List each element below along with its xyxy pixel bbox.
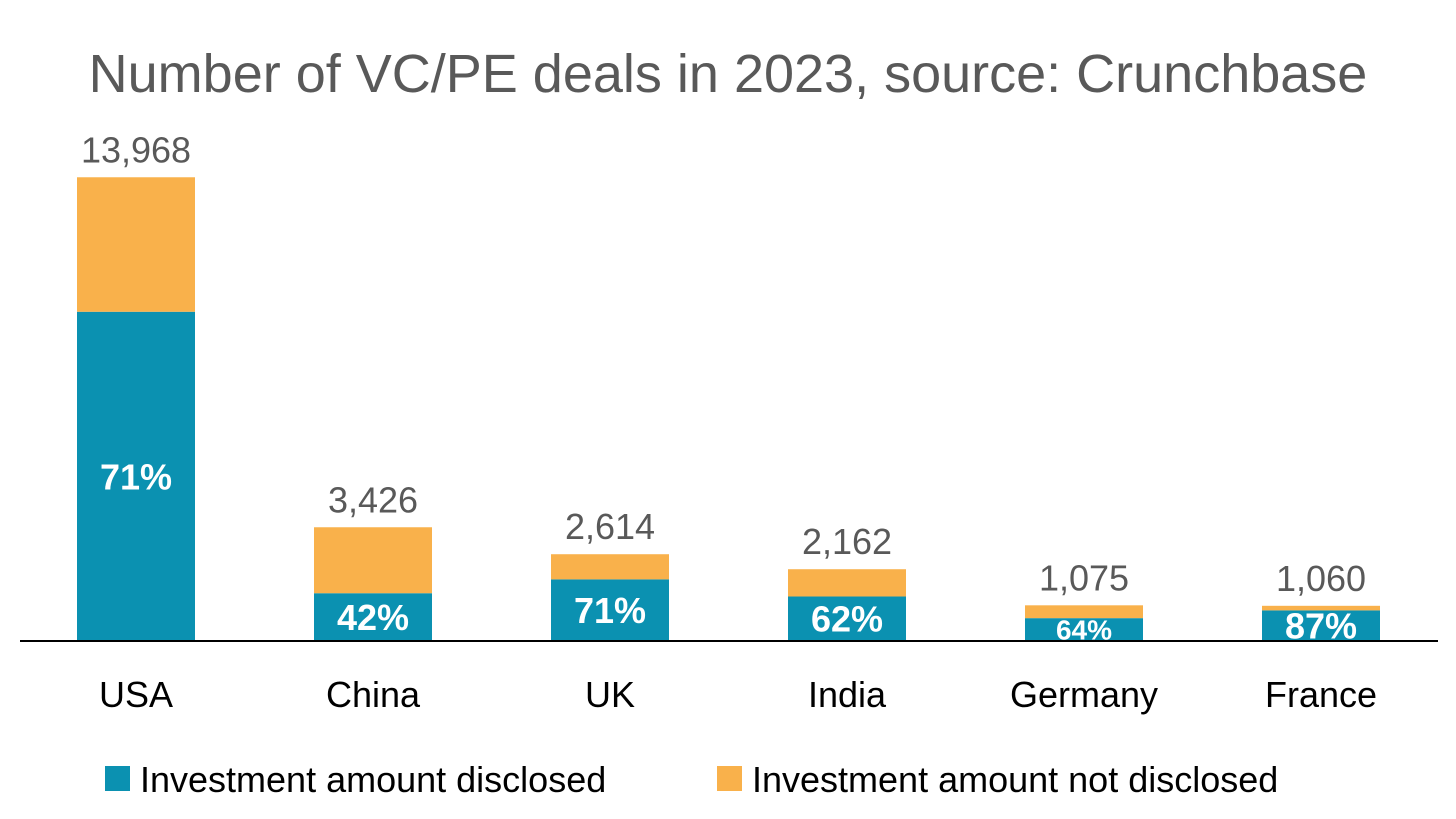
disclosed-share-label-germany: 64% [1056, 615, 1112, 646]
legend-swatch-not-disclosed [717, 766, 742, 791]
category-label-germany: Germany [1010, 674, 1158, 715]
bar-not-disclosed-france [1262, 605, 1380, 611]
bar-not-disclosed-india [788, 569, 906, 597]
bar-disclosed-usa [77, 311, 195, 641]
bar-disclosed-france [1262, 610, 1380, 641]
legend-label-disclosed: Investment amount disclosed [140, 759, 606, 800]
total-label-india: 2,162 [802, 521, 892, 562]
category-label-uk: UK [585, 674, 635, 715]
bar-not-disclosed-usa [77, 177, 195, 312]
bar-not-disclosed-uk [551, 554, 669, 580]
bar-disclosed-india [788, 596, 906, 641]
total-label-france: 1,060 [1276, 558, 1366, 599]
disclosed-share-label-france: 87% [1285, 606, 1357, 647]
total-label-china: 3,426 [328, 479, 418, 520]
category-label-china: China [326, 674, 421, 715]
bar-disclosed-germany [1025, 618, 1143, 641]
disclosed-share-label-china: 42% [337, 597, 409, 638]
category-label-usa: USA [99, 674, 173, 715]
total-label-germany: 1,075 [1039, 557, 1129, 598]
category-label-france: France [1265, 674, 1377, 715]
bar-not-disclosed-germany [1025, 605, 1143, 619]
disclosed-share-label-usa: 71% [100, 456, 172, 497]
disclosed-share-label-uk: 71% [574, 590, 646, 631]
total-label-usa: 13,968 [81, 129, 191, 170]
bars-layer [77, 177, 1380, 641]
category-label-india: India [808, 674, 887, 715]
total-label-uk: 2,614 [565, 506, 655, 547]
disclosed-share-label-india: 62% [811, 599, 883, 640]
legend-label-not-disclosed: Investment amount not disclosed [752, 759, 1278, 800]
legend-swatch-disclosed [105, 766, 130, 791]
legend: Investment amount disclosed Investment am… [105, 759, 1278, 800]
chart-title: Number of VC/PE deals in 2023, source: C… [89, 44, 1368, 104]
bar-not-disclosed-china [314, 527, 432, 594]
bar-disclosed-china [314, 593, 432, 641]
bar-disclosed-uk [551, 579, 669, 641]
labels-layer: 13,968 71% USA 3,426 42% China 2,614 71% UK 2,162… [81, 129, 1377, 715]
